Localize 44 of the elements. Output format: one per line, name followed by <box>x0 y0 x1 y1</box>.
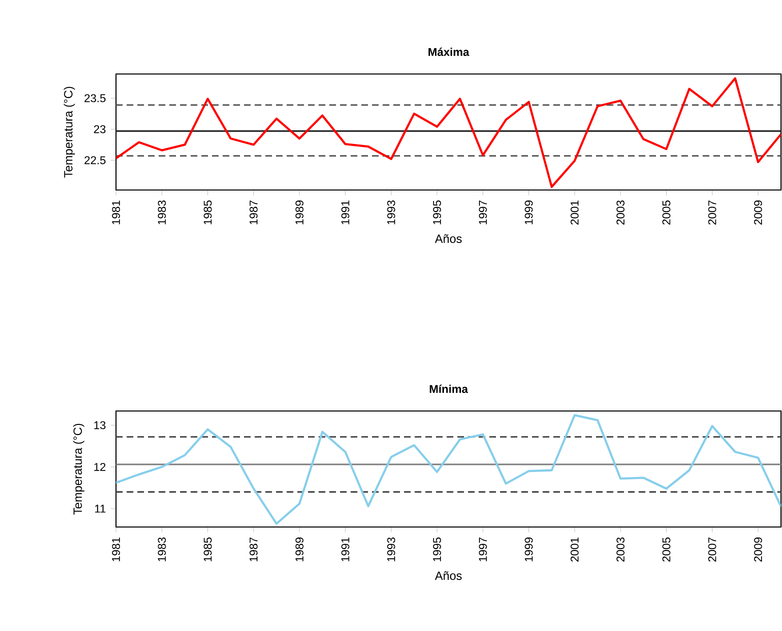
y-axis-title: Temperatura (°C) <box>73 424 84 515</box>
x-tick-label: 2009 <box>754 538 762 562</box>
x-tick-label: 2001 <box>570 538 579 562</box>
x-tick-label: 1995 <box>433 200 442 224</box>
y-tick-label: 23 <box>94 125 106 134</box>
x-tick-label: 1985 <box>204 200 212 224</box>
x-tick-label: 1999 <box>524 538 533 562</box>
x-tick-label: 1989 <box>295 200 304 224</box>
x-tick-label: 1981 <box>112 200 120 224</box>
x-tick-label: 1989 <box>295 538 304 562</box>
x-axis-title: Años <box>434 571 462 580</box>
y-tick-label: 23.5 <box>84 94 106 102</box>
line-series <box>116 77 782 188</box>
y-tick-label: 13 <box>94 421 106 430</box>
y-axis-title: Temperatura (°C) <box>64 86 75 178</box>
chart-title: Mínima <box>430 384 468 393</box>
x-tick-label: 1983 <box>158 538 166 562</box>
x-tick-label: 2009 <box>754 200 762 225</box>
x-tick-label: 2007 <box>708 200 716 225</box>
x-tick-label: 1993 <box>387 538 396 562</box>
x-axis-title: Años <box>434 234 462 243</box>
x-tick-label: 1981 <box>112 538 120 562</box>
x-tick-label: 1999 <box>524 200 533 224</box>
y-tick-label: 12 <box>94 462 106 471</box>
x-tick-label: 1985 <box>204 538 212 562</box>
x-tick-label: 2003 <box>616 538 624 562</box>
x-tick-label: 1987 <box>250 200 258 224</box>
x-tick-label: 2005 <box>662 538 670 562</box>
x-tick-label: 1991 <box>341 538 350 562</box>
x-tick-label: 1997 <box>478 538 487 562</box>
x-tick-label: 2003 <box>616 200 624 225</box>
y-tick-label: 22.5 <box>84 156 106 164</box>
x-tick-label: 1993 <box>387 200 396 224</box>
x-tick-label: 1997 <box>478 200 487 224</box>
y-tick-label: 11 <box>95 504 106 513</box>
chart-title: Máxima <box>428 48 470 56</box>
x-tick-label: 1983 <box>158 200 166 224</box>
x-tick-label: 1991 <box>341 200 350 224</box>
line-series <box>116 414 782 525</box>
x-tick-label: 2007 <box>708 538 716 562</box>
x-tick-label: 2001 <box>570 200 579 225</box>
x-tick-label: 1987 <box>250 538 258 562</box>
x-tick-label: 1995 <box>433 538 442 562</box>
x-tick-label: 2005 <box>662 200 670 225</box>
